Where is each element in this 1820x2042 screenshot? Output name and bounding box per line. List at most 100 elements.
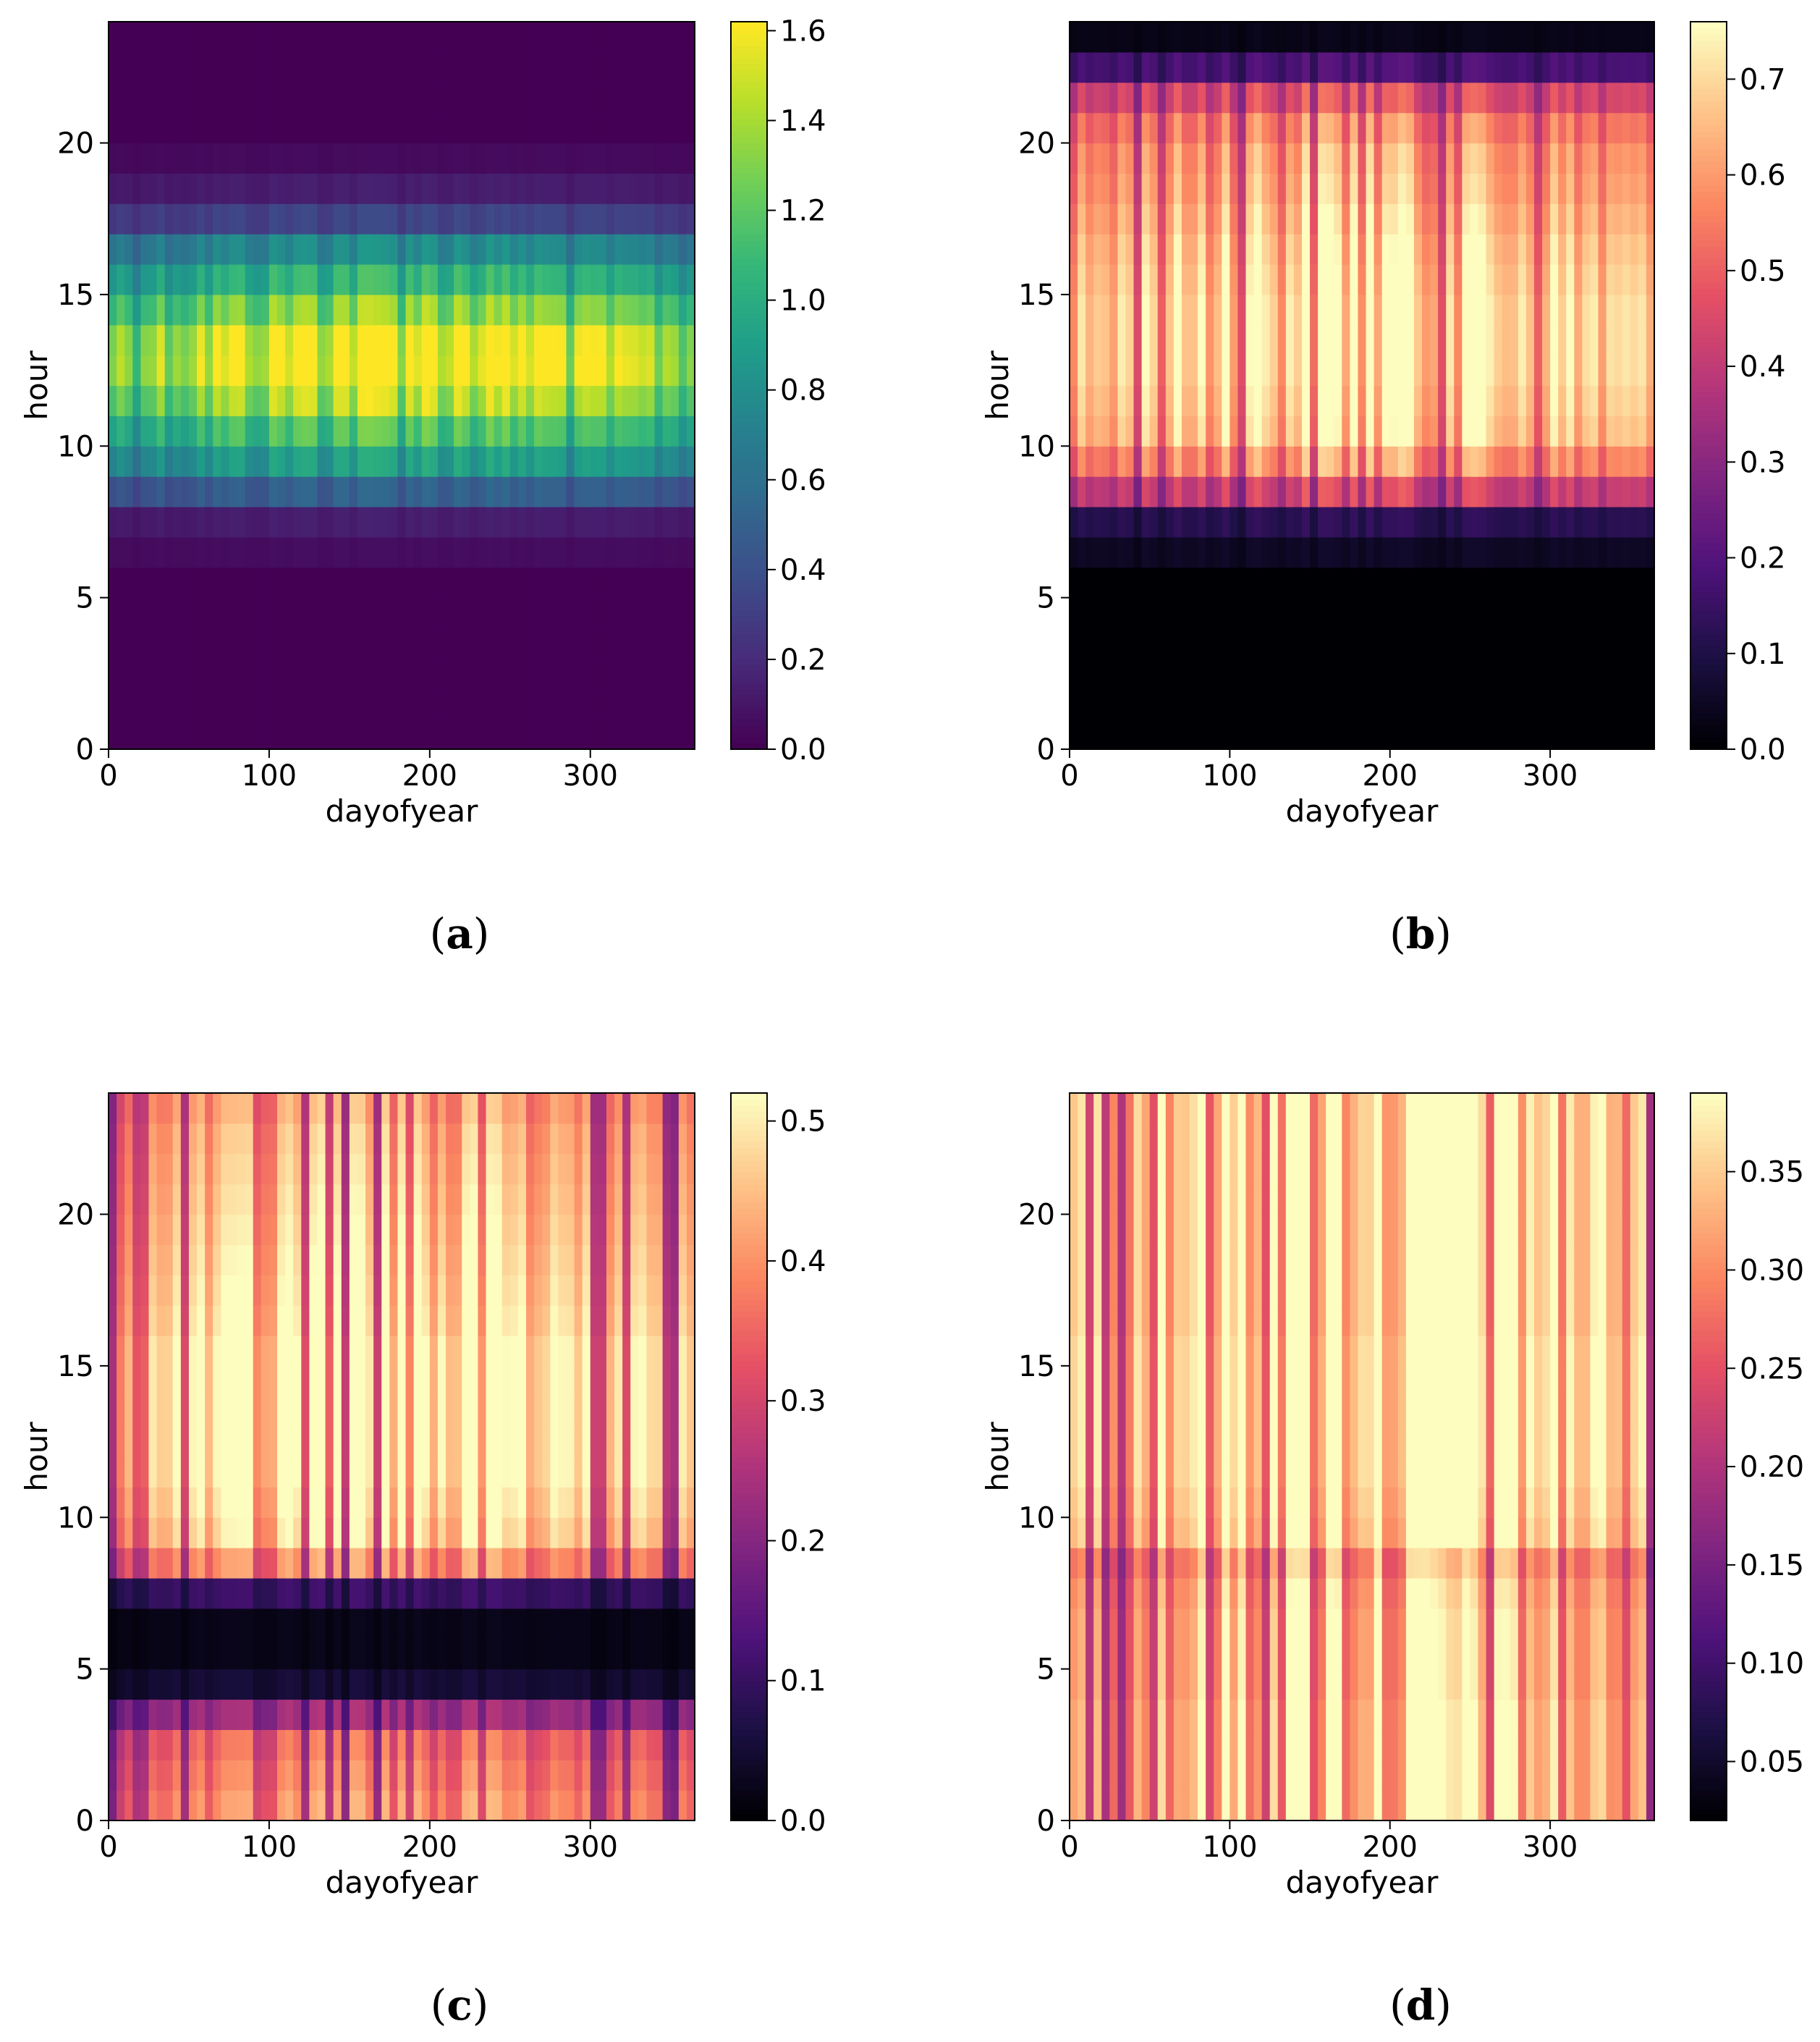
heatmap-cell — [1486, 51, 1495, 83]
heatmap-cell — [606, 203, 615, 235]
colorbar-segment — [731, 439, 767, 447]
heatmap-cell — [1614, 234, 1623, 265]
heatmap-cell — [1334, 143, 1342, 174]
heatmap-cell — [1358, 628, 1367, 659]
heatmap-cell — [558, 536, 567, 568]
heatmap-cell — [389, 1336, 399, 1367]
heatmap-cell — [1157, 324, 1167, 356]
heatmap-cell — [397, 324, 407, 356]
heatmap-cell — [1646, 688, 1655, 720]
heatmap-cell — [1574, 536, 1583, 568]
heatmap-cell — [213, 567, 221, 599]
heatmap-cell — [1582, 22, 1591, 53]
heatmap-cell — [365, 1244, 374, 1275]
heatmap-cell — [1078, 446, 1086, 477]
heatmap-cell — [1301, 688, 1311, 720]
heatmap-cell — [566, 294, 575, 326]
heatmap-cell — [229, 1244, 238, 1275]
heatmap-cell — [1149, 82, 1159, 114]
heatmap-cell — [180, 1365, 190, 1397]
heatmap-cell — [437, 1426, 446, 1458]
heatmap-cell — [1157, 355, 1167, 387]
heatmap-cell — [558, 446, 567, 477]
heatmap-cell — [213, 1336, 221, 1367]
heatmap-cell — [1222, 597, 1230, 629]
colorbar-segment — [1690, 512, 1727, 520]
colorbar-segment — [1690, 488, 1727, 496]
heatmap-cell — [517, 597, 527, 629]
colorbar-segment — [1690, 434, 1727, 441]
heatmap-cell — [205, 446, 213, 477]
colorbar-segment — [731, 161, 767, 168]
heatmap-cell — [381, 112, 390, 144]
heatmap-cell — [501, 385, 511, 416]
heatmap-cell — [437, 628, 446, 659]
heatmap-cell — [397, 476, 407, 507]
colorbar-segment — [731, 234, 767, 241]
heatmap-cell — [437, 143, 446, 174]
heatmap-cell — [1446, 51, 1455, 83]
heatmap-cell — [180, 1396, 190, 1427]
heatmap-cell — [237, 1426, 246, 1458]
heatmap-cell — [140, 1305, 150, 1336]
heatmap-cell — [421, 1456, 431, 1488]
heatmap-cell — [156, 446, 166, 477]
heatmap-cell — [1253, 719, 1263, 750]
heatmap-cell — [1389, 597, 1399, 629]
heatmap-cell — [1574, 51, 1583, 83]
heatmap-cell — [1149, 385, 1159, 416]
heatmap-cell — [1190, 112, 1198, 144]
heatmap-cell — [124, 324, 133, 356]
heatmap-cell — [109, 22, 117, 53]
heatmap-cell — [172, 507, 182, 538]
heatmap-cell — [1149, 536, 1159, 568]
heatmap-cell — [1502, 82, 1511, 114]
heatmap-cell — [180, 1456, 190, 1488]
heatmap-cell — [301, 22, 310, 53]
heatmap-cell — [494, 324, 503, 356]
heatmap-cell — [470, 1456, 479, 1488]
heatmap-cell — [630, 628, 639, 659]
heatmap-cell — [1438, 22, 1447, 53]
heatmap-cell — [253, 1760, 262, 1791]
heatmap-cell — [1405, 203, 1415, 235]
heatmap-cell — [357, 536, 366, 568]
heatmap-cell — [429, 567, 439, 599]
heatmap-cell — [1518, 446, 1527, 477]
heatmap-cell — [309, 355, 318, 387]
colorbar-segment — [1690, 549, 1727, 556]
heatmap-cell — [1269, 22, 1279, 53]
heatmap-cell — [1622, 658, 1631, 689]
heatmap-cell — [1301, 324, 1311, 356]
heatmap-cell — [140, 567, 150, 599]
heatmap-cell — [1606, 536, 1615, 568]
heatmap-cell — [454, 385, 462, 416]
heatmap-cell — [349, 1548, 358, 1579]
heatmap-cell — [1614, 658, 1623, 689]
heatmap-cell — [148, 1548, 158, 1579]
heatmap-cell — [261, 1336, 270, 1367]
heatmap-cell — [180, 1244, 190, 1275]
colorbar-segment — [731, 434, 767, 441]
heatmap-cell — [1397, 658, 1407, 689]
heatmap-cell — [349, 1487, 358, 1518]
heatmap-cell — [285, 1244, 294, 1275]
heatmap-cell — [317, 1578, 326, 1609]
heatmap-cell — [1141, 446, 1151, 477]
heatmap-cell — [285, 385, 294, 416]
heatmap-cell — [678, 264, 687, 295]
heatmap-cell — [542, 355, 551, 387]
heatmap-cell — [237, 1578, 246, 1609]
heatmap-cell — [237, 1336, 246, 1367]
heatmap-cell — [172, 1153, 182, 1185]
heatmap-cell — [1533, 112, 1543, 144]
heatmap-cell — [221, 264, 230, 295]
heatmap-cell — [268, 1699, 278, 1730]
heatmap-cell — [1582, 385, 1591, 416]
heatmap-cell — [1190, 143, 1198, 174]
heatmap-cell — [1413, 22, 1423, 53]
heatmap-cell — [462, 1760, 470, 1791]
heatmap-cell — [1622, 628, 1631, 659]
heatmap-cell — [494, 1608, 503, 1640]
heatmap-cell — [1245, 143, 1255, 174]
